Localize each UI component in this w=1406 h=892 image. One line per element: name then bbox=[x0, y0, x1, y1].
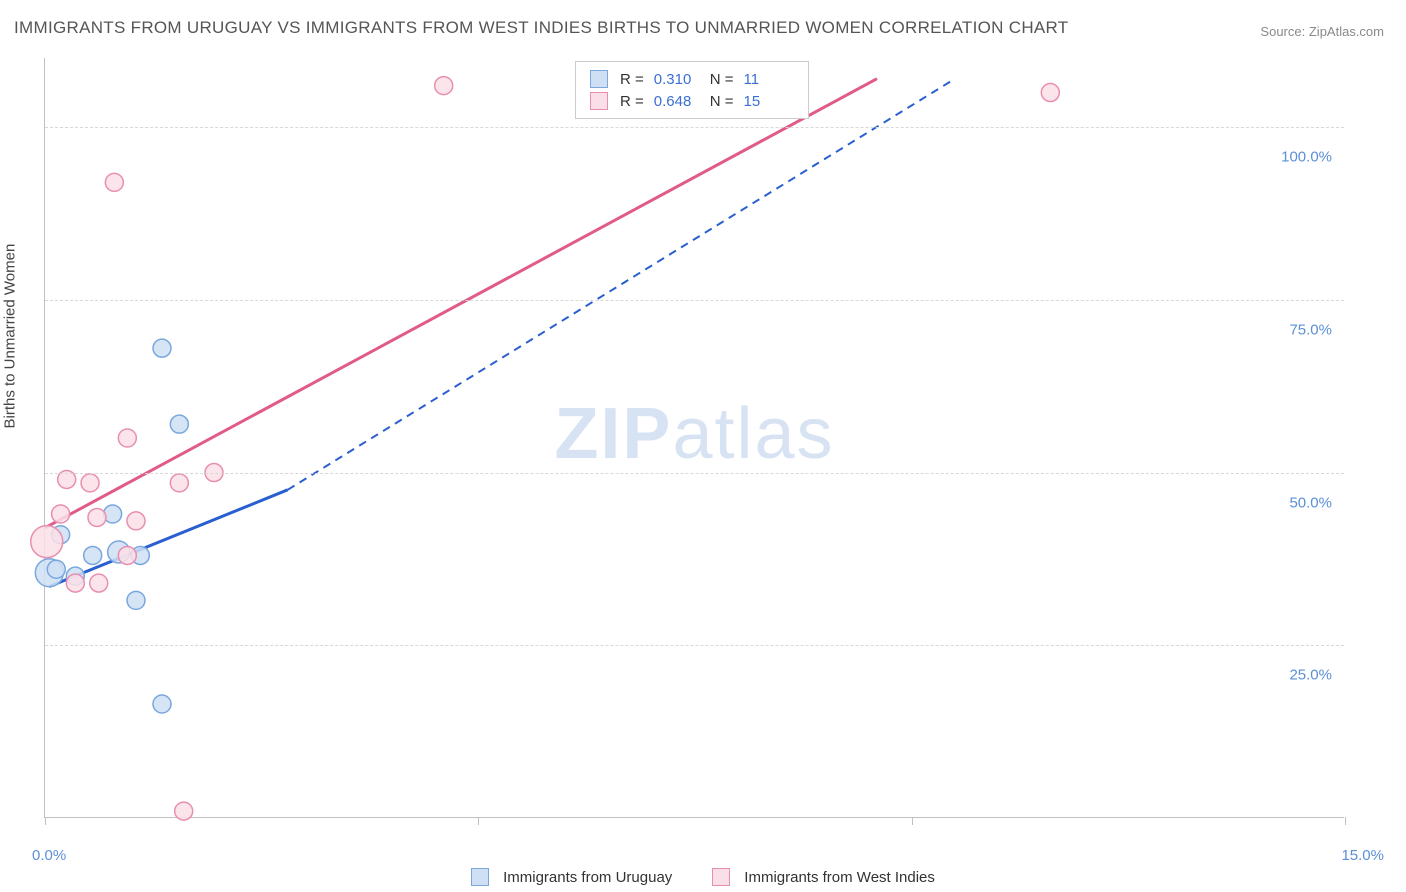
data-point bbox=[31, 526, 63, 558]
n-label: N = bbox=[710, 71, 734, 88]
gridline-h bbox=[45, 127, 1344, 128]
source-value: ZipAtlas.com bbox=[1309, 24, 1384, 39]
y-tick-label: 75.0% bbox=[1289, 321, 1332, 338]
data-point bbox=[127, 591, 145, 609]
legend-swatch bbox=[590, 92, 608, 110]
data-point bbox=[88, 508, 106, 526]
data-point bbox=[170, 415, 188, 433]
legend-item-uruguay: Immigrants from Uruguay bbox=[471, 868, 672, 886]
plot-area: ZIPatlas 25.0%50.0%75.0%100.0% R =0.310N… bbox=[44, 58, 1344, 818]
n-label: N = bbox=[710, 93, 734, 110]
correlation-legend-row: R = 0.310 N = 11 bbox=[576, 68, 808, 90]
legend-label-west-indies: Immigrants from West Indies bbox=[744, 869, 935, 886]
y-tick-label: 100.0% bbox=[1281, 149, 1332, 166]
r-label: R = bbox=[620, 93, 644, 110]
data-point bbox=[118, 546, 136, 564]
gridline-h bbox=[45, 473, 1344, 474]
x-axis-min-label: 0.0% bbox=[32, 847, 66, 864]
trend-line-extrapolated bbox=[288, 79, 955, 490]
data-point bbox=[153, 339, 171, 357]
data-point bbox=[47, 560, 65, 578]
trend-line bbox=[49, 490, 287, 587]
data-point bbox=[66, 574, 84, 592]
n-value: 11 bbox=[744, 71, 794, 88]
legend-swatch bbox=[590, 70, 608, 88]
data-point bbox=[127, 512, 145, 530]
r-value: 0.310 bbox=[654, 71, 704, 88]
legend-label-uruguay: Immigrants from Uruguay bbox=[503, 869, 672, 886]
legend-item-west-indies: Immigrants from West Indies bbox=[712, 868, 935, 886]
data-point bbox=[170, 474, 188, 492]
data-point bbox=[175, 802, 193, 820]
x-tick bbox=[912, 817, 913, 825]
y-axis-label: Births to Unmarried Women bbox=[2, 244, 19, 429]
data-point bbox=[90, 574, 108, 592]
data-point bbox=[118, 429, 136, 447]
x-tick bbox=[45, 817, 46, 825]
gridline-h bbox=[45, 300, 1344, 301]
swatch-uruguay bbox=[471, 868, 489, 886]
chart-svg bbox=[45, 58, 1344, 817]
source-attribution: Source: ZipAtlas.com bbox=[1260, 24, 1384, 39]
trend-line bbox=[45, 79, 877, 528]
data-point bbox=[52, 505, 70, 523]
series-legend: Immigrants from Uruguay Immigrants from … bbox=[0, 868, 1406, 886]
x-axis-max-label: 15.0% bbox=[1341, 847, 1384, 864]
data-point bbox=[435, 77, 453, 95]
r-label: R = bbox=[620, 71, 644, 88]
data-point bbox=[153, 695, 171, 713]
data-point bbox=[105, 173, 123, 191]
r-value: 0.648 bbox=[654, 93, 704, 110]
y-tick-label: 50.0% bbox=[1289, 494, 1332, 511]
x-tick bbox=[1345, 817, 1346, 825]
data-point bbox=[81, 474, 99, 492]
source-label: Source: bbox=[1260, 24, 1305, 39]
x-tick bbox=[478, 817, 479, 825]
y-tick-label: 25.0% bbox=[1289, 667, 1332, 684]
chart-title: IMMIGRANTS FROM URUGUAY VS IMMIGRANTS FR… bbox=[14, 18, 1069, 38]
gridline-h bbox=[45, 645, 1344, 646]
swatch-west-indies bbox=[712, 868, 730, 886]
data-point bbox=[1041, 84, 1059, 102]
n-value: 15 bbox=[744, 93, 794, 110]
correlation-legend: R = 0.310 N = 11 R = 0.648 N = 15 bbox=[575, 61, 809, 119]
data-point bbox=[84, 546, 102, 564]
correlation-legend-row: R = 0.648 N = 15 bbox=[576, 90, 808, 112]
